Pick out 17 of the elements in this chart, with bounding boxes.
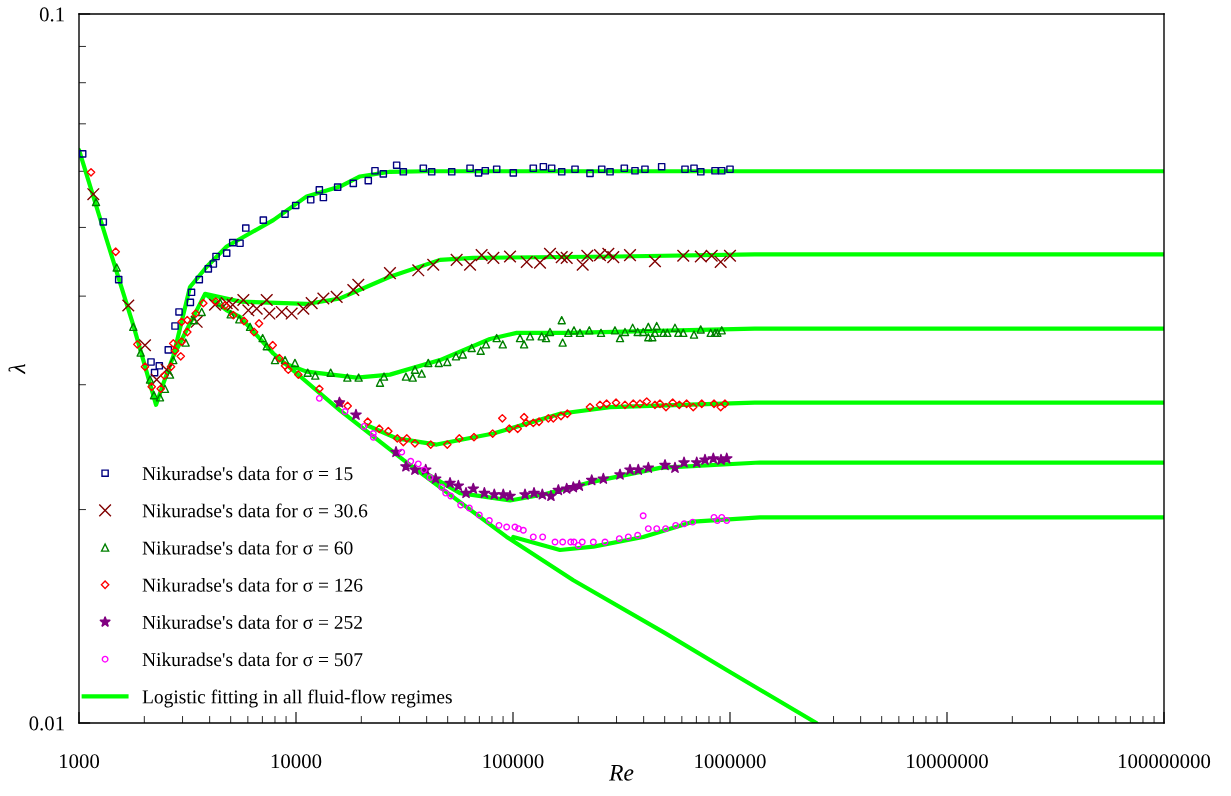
x-tick-label: 1000 xyxy=(60,754,100,769)
legend-label: Nikuradse's data for σ = 30.6 xyxy=(142,503,368,518)
x-tick-label: 10000 xyxy=(271,754,322,769)
y-tick-label: 0.1 xyxy=(39,7,64,22)
legend-label: Nikuradse's data for σ = 252 xyxy=(142,615,362,629)
legend-label: Nikuradse's data for σ = 507 xyxy=(142,652,363,667)
legend-label: Logistic fitting in all fluid-flow regimes xyxy=(142,689,452,708)
x-tick-label: 10000000 xyxy=(907,754,988,769)
legend-label: Nikuradse's data for σ = 15 xyxy=(142,466,353,481)
x-axis-title: Re xyxy=(608,765,634,781)
legend-label: Nikuradse's data for σ = 60 xyxy=(142,540,353,555)
x-tick-label: 100000 xyxy=(483,754,544,769)
y-tick-label: 0.01 xyxy=(29,716,64,731)
legend-label: Nikuradse's data for σ = 126 xyxy=(142,577,363,592)
x-tick-label: 1000000 xyxy=(695,754,766,769)
x-tick-label: 100000000 xyxy=(1118,754,1211,769)
y-axis-title: λ xyxy=(8,363,26,375)
